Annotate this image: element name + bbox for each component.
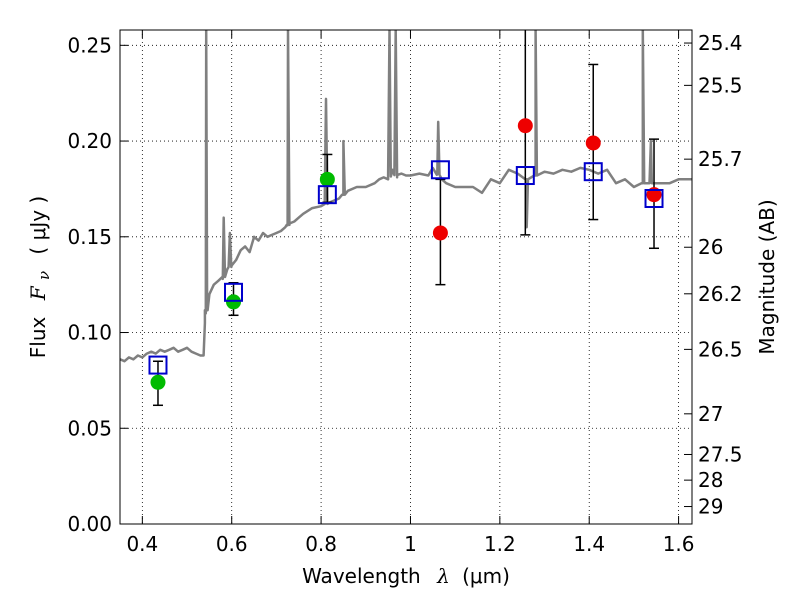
y2-tick-label-0: 25.4 — [698, 31, 743, 55]
y-tick-label-4: 0.20 — [67, 129, 112, 153]
y2-tick-label-5: 26.5 — [698, 337, 743, 361]
y2-tick-label-6: 27 — [698, 402, 723, 426]
nir-photometry-point-2 — [585, 135, 601, 151]
nir-photometry-point-0 — [432, 225, 448, 241]
y-tick-label-2: 0.10 — [67, 321, 112, 345]
y-axis-label: Flux F ν ( μJy ) — [26, 196, 54, 358]
x-axis-label-text: Wavelength — [302, 564, 421, 588]
x-axis-label-symbol: λ — [436, 564, 450, 588]
y2-tick-label-9: 29 — [698, 495, 723, 519]
optical-photometry-point-2 — [319, 171, 335, 187]
y2-tick-label-8: 28 — [698, 468, 723, 492]
x-tick-labels: 0.4 0.6 0.8 1 1.2 1.4 1.6 — [126, 532, 694, 556]
spectrum-layer — [120, 30, 692, 363]
y-axis-label-symbol: F — [26, 285, 50, 301]
x-tick-label-3: 1 — [404, 532, 417, 556]
x-tick-label-0: 0.4 — [126, 532, 158, 556]
y-tick-label-1: 0.05 — [67, 416, 112, 440]
axis-ticks — [120, 30, 692, 525]
y-tick-label-3: 0.15 — [67, 225, 112, 249]
y-axis-label-subscript: ν — [35, 271, 53, 280]
optical-photometry-point-1 — [226, 294, 242, 310]
optical-photometry-point-0 — [150, 374, 166, 390]
y-tick-label-5: 0.25 — [67, 33, 112, 57]
errorbar-layer — [152, 30, 660, 407]
model-point-6 — [644, 188, 664, 208]
y2-tick-label-1: 25.5 — [698, 73, 743, 97]
y2-tick-label-7: 27.5 — [698, 442, 743, 466]
y-tick-label-0: 0.00 — [67, 512, 112, 536]
y-tick-labels: 0.00 0.05 0.10 0.15 0.20 0.25 — [67, 33, 112, 536]
y2-axis-label: Magnitude (AB) — [755, 199, 779, 354]
y-axis-label-unit: ( μJy ) — [26, 196, 50, 255]
model-point-2 — [317, 185, 337, 205]
y2-tick-label-3: 26 — [698, 235, 723, 259]
x-tick-label-2: 0.8 — [305, 532, 337, 556]
model-point-0 — [148, 355, 168, 375]
x-axis-label: Wavelength λ (μm) — [302, 564, 510, 588]
x-tick-label-4: 1.2 — [484, 532, 516, 556]
model-point-4 — [515, 166, 535, 186]
nir-photometry-point-1 — [517, 118, 533, 134]
x-tick-label-6: 1.6 — [663, 532, 695, 556]
model-point-5 — [583, 162, 603, 182]
y2-tick-label-4: 26.2 — [698, 282, 743, 306]
x-tick-label-5: 1.4 — [573, 532, 605, 556]
plot-frame — [119, 29, 693, 525]
y2-tick-labels: 25.4 25.5 25.7 26 26.2 26.5 27 27.528 29 — [698, 31, 743, 518]
model-point-1 — [224, 282, 244, 302]
x-axis-label-unit: (μm) — [462, 564, 510, 588]
y-axis-label-text: Flux — [26, 316, 50, 358]
x-tick-label-1: 0.6 — [216, 532, 248, 556]
y2-tick-label-2: 25.7 — [698, 147, 743, 171]
model-point-3 — [430, 160, 450, 180]
spectrum-line — [120, 30, 692, 363]
marker-layer — [148, 118, 664, 390]
